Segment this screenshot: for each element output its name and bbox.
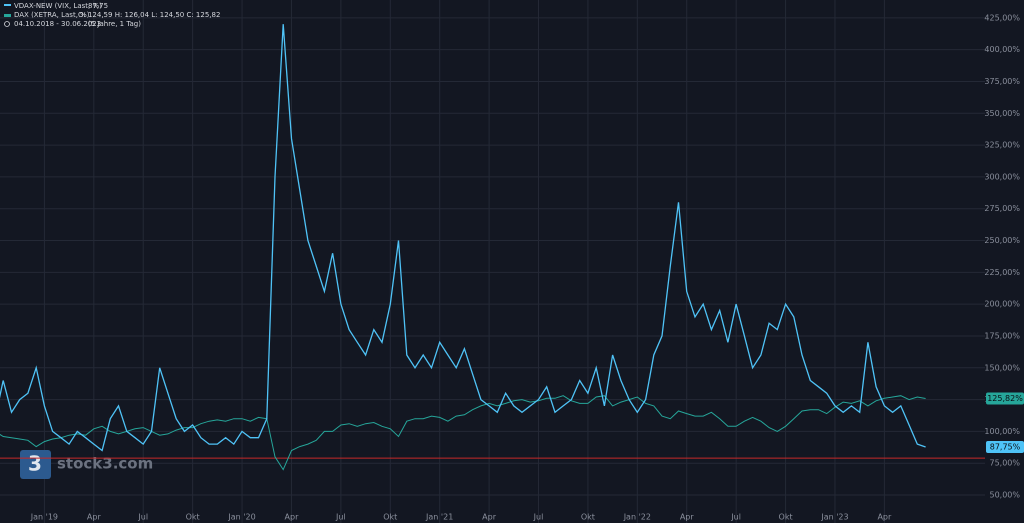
y-tick-label: 325,00% xyxy=(984,141,1020,150)
legend-swatch xyxy=(4,14,11,17)
last-value-label: 125,82% xyxy=(987,394,1023,403)
x-tick-label: Apr xyxy=(680,513,695,522)
last-value-tag xyxy=(986,440,1024,453)
date-range: 04.10.2018 - 30.06.2023 xyxy=(14,20,101,28)
x-tick-label: Jan '19 xyxy=(30,513,58,522)
watermark-text: stock3.com xyxy=(57,455,153,473)
x-tick-label: Jan '21 xyxy=(425,513,453,522)
x-tick-label: Jul xyxy=(730,513,741,522)
y-tick-label: 75,00% xyxy=(989,459,1020,468)
watermark: 3 stock3.com xyxy=(20,450,153,479)
y-tick-label: 200,00% xyxy=(984,300,1020,309)
x-tick-label: Apr xyxy=(87,513,102,522)
legend-vix: VDAX-NEW (VIX, Last, %) xyxy=(14,2,102,10)
x-tick-label: Okt xyxy=(186,513,200,522)
y-tick-label: 100,00% xyxy=(984,427,1020,436)
last-value-tag xyxy=(986,392,1024,405)
x-tick-label: Jul xyxy=(335,513,346,522)
y-tick-label: 250,00% xyxy=(984,236,1020,245)
y-tick-label: 150,00% xyxy=(984,363,1020,372)
series-line xyxy=(0,24,926,452)
y-tick-label: 175,00% xyxy=(984,331,1020,340)
last-value-label: 87,75% xyxy=(990,442,1021,451)
x-tick-label: Jan '23 xyxy=(820,513,848,522)
legend-dax-ohlc: O: 124,59 H: 126,04 L: 124,50 C: 125,82 xyxy=(78,11,220,19)
x-tick-label: Jul xyxy=(533,513,544,522)
y-tick-label: 425,00% xyxy=(984,13,1020,22)
x-tick-label: Jan '22 xyxy=(623,513,651,522)
y-tick-label: 375,00% xyxy=(984,77,1020,86)
grid xyxy=(0,0,985,523)
legend-vix-last: 87,75 xyxy=(88,2,108,10)
header: VDAX-NEW (VIX, Last, %) 87,75 DAX (XETRA… xyxy=(4,2,220,28)
logo-glyph: 3 xyxy=(28,452,42,476)
series-line xyxy=(0,395,926,471)
x-tick-label: Apr xyxy=(877,513,892,522)
clock-icon xyxy=(4,21,10,27)
date-range-note: (5 Jahre, 1 Tag) xyxy=(88,20,141,28)
x-tick-label: Apr xyxy=(285,513,300,522)
logo xyxy=(20,450,51,479)
y-tick-label: 350,00% xyxy=(984,109,1020,118)
legend-swatch xyxy=(4,4,11,6)
y-tick-label: 400,00% xyxy=(984,45,1020,54)
x-tick-label: Jan '20 xyxy=(227,513,255,522)
x-tick-label: Okt xyxy=(383,513,397,522)
x-tick-label: Okt xyxy=(779,513,793,522)
y-tick-label: 300,00% xyxy=(984,172,1020,181)
x-tick-label: Apr xyxy=(482,513,497,522)
legend-dax: DAX (XETRA, Last, %) xyxy=(14,11,90,19)
x-tick-label: Okt xyxy=(581,513,595,522)
y-tick-label: 50,00% xyxy=(989,491,1020,500)
x-tick-label: Jul xyxy=(137,513,148,522)
plot xyxy=(0,24,985,471)
y-tick-label: 275,00% xyxy=(984,204,1020,213)
y-tick-label: 225,00% xyxy=(984,268,1020,277)
